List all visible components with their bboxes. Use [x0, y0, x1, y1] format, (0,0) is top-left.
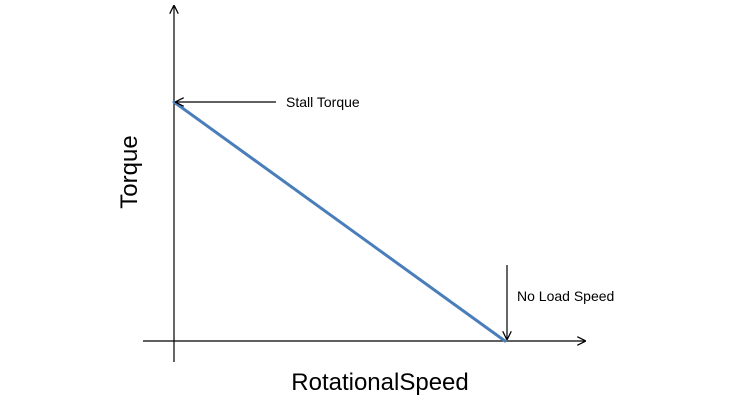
y-axis-label: Torque — [116, 135, 143, 208]
torque-speed-line-0 — [172, 100, 507, 343]
x-axis-label: RotationalSpeed — [291, 369, 468, 396]
no-load-speed-label: No Load Speed — [517, 288, 614, 304]
series-layer — [172, 100, 507, 343]
stall-torque-label: Stall Torque — [286, 94, 360, 110]
